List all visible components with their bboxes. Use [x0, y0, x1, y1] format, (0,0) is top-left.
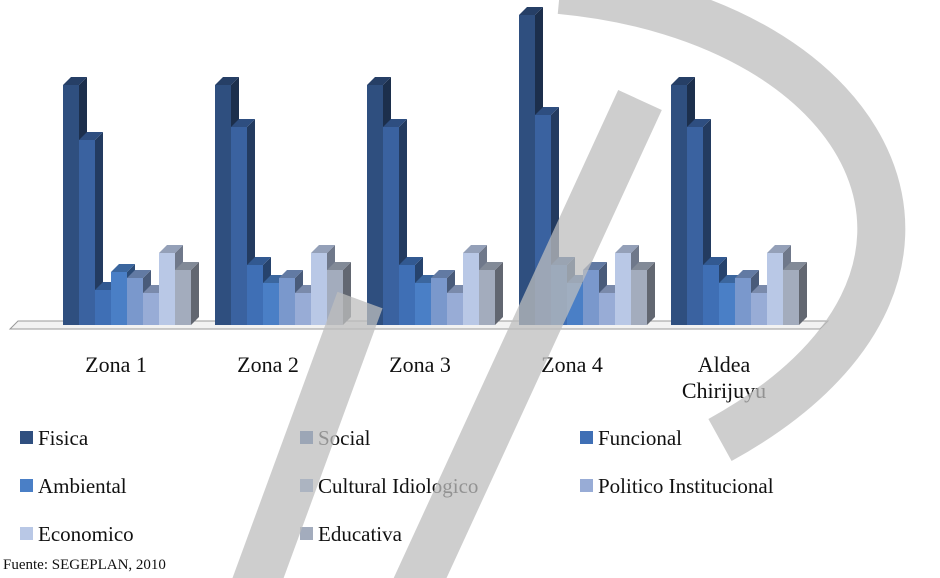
bar-top — [63, 77, 87, 85]
legend-swatch — [20, 527, 33, 540]
legend-item: Social — [300, 426, 371, 451]
bar — [127, 278, 143, 325]
bar — [751, 293, 767, 325]
x-tick-label: Zona 4 — [541, 352, 603, 377]
legend-swatch — [580, 479, 593, 492]
bar-side — [647, 262, 655, 325]
bar — [327, 270, 343, 325]
bar-top — [159, 245, 183, 253]
legend-swatch — [580, 431, 593, 444]
x-tick-label: Aldea Chirijuyu — [681, 352, 767, 403]
legend-item: Funcional — [580, 426, 682, 451]
bar — [143, 293, 159, 325]
bar — [671, 85, 687, 325]
legend-label: Social — [318, 426, 371, 450]
bar — [79, 140, 95, 325]
bar — [415, 283, 431, 325]
bar — [279, 278, 295, 325]
bar — [551, 265, 567, 325]
legend-label: Cultural Idiologico — [318, 474, 479, 498]
legend-item: Politico Institucional — [580, 474, 774, 499]
bar — [311, 253, 327, 325]
bar — [431, 278, 447, 325]
bar — [599, 293, 615, 325]
bar-top — [327, 262, 351, 270]
bar-top — [231, 119, 255, 127]
bar — [703, 265, 719, 325]
x-tick-label: Zona 3 — [389, 352, 451, 377]
bar — [263, 283, 279, 325]
legend-label: Educativa — [318, 522, 402, 546]
bar-top — [279, 270, 303, 278]
x-tick-label: Zona 1 — [85, 352, 147, 377]
legend-item: Fisica — [20, 426, 88, 451]
x-tick-label: Zona 2 — [237, 352, 299, 377]
bar-top — [175, 262, 199, 270]
bar — [735, 278, 751, 325]
legend-label: Politico Institucional — [598, 474, 774, 498]
bar — [231, 127, 247, 325]
bar — [111, 272, 127, 325]
bar — [463, 253, 479, 325]
bar-side — [343, 262, 351, 325]
bar — [687, 127, 703, 325]
bar — [215, 85, 231, 325]
legend-label: Funcional — [598, 426, 682, 450]
legend-swatch — [20, 431, 33, 444]
bar — [615, 253, 631, 325]
bar — [247, 265, 263, 325]
legend-label: Economico — [38, 522, 134, 546]
bar-side — [799, 262, 807, 325]
legend-swatch — [300, 479, 313, 492]
bar-top — [247, 257, 271, 265]
bar — [63, 85, 79, 325]
bar — [535, 115, 551, 325]
legend-label: Ambiental — [38, 474, 127, 498]
bar — [447, 293, 463, 325]
bar-top — [111, 264, 135, 272]
bar — [383, 127, 399, 325]
legend-item: Cultural Idiologico — [300, 474, 478, 499]
bar-side — [95, 132, 103, 325]
bar-top — [311, 245, 335, 253]
bar — [567, 283, 583, 325]
legend-swatch — [20, 479, 33, 492]
legend-item: Economico — [20, 522, 134, 547]
bar — [767, 253, 783, 325]
bar — [479, 270, 495, 325]
bar — [631, 270, 647, 325]
bar — [175, 270, 191, 325]
bar — [719, 283, 735, 325]
bar — [583, 270, 599, 325]
bar-top — [127, 270, 151, 278]
bar-top — [215, 77, 239, 85]
bar — [159, 253, 175, 325]
bar — [783, 270, 799, 325]
source: Fuente: SEGEPLAN, 2010 — [3, 557, 166, 573]
bar — [399, 265, 415, 325]
bar-top — [367, 77, 391, 85]
bar-top — [519, 7, 543, 15]
bar — [519, 15, 535, 325]
bar — [295, 293, 311, 325]
legend-swatch — [300, 431, 313, 444]
bar-top — [79, 132, 103, 140]
bar-side — [495, 262, 503, 325]
bar-side — [191, 262, 199, 325]
legend-swatch — [300, 527, 313, 540]
bar — [367, 85, 383, 325]
legend-label: Fisica — [38, 426, 89, 450]
legend-item: Ambiental — [20, 474, 127, 499]
bar — [95, 290, 111, 325]
legend-item: Educativa — [300, 522, 402, 547]
